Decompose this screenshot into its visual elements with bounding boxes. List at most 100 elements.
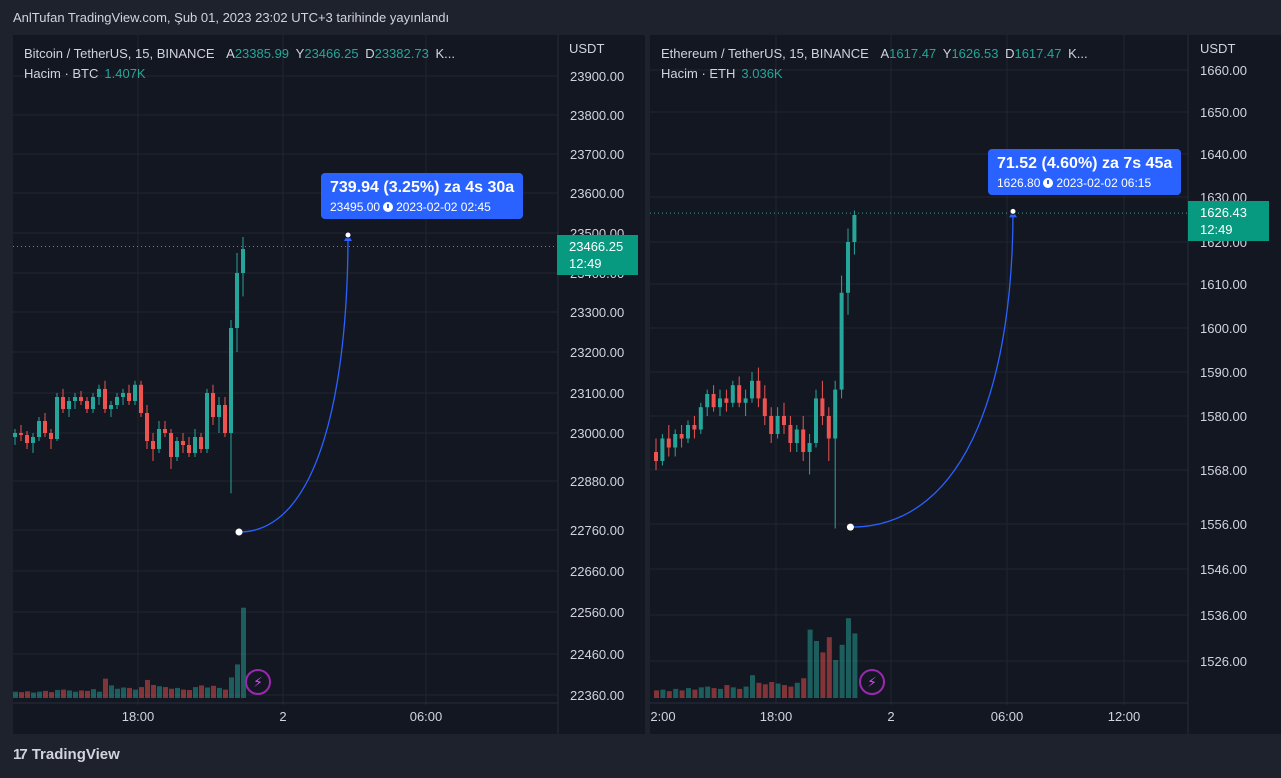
ohlc-open-value: 23385.99 [234, 46, 290, 61]
volume-bar [133, 689, 138, 698]
projection-callout[interactable]: 71.52 (4.60%) za 7s 45a 1626.80 2023-02-0… [988, 149, 1182, 195]
projection-start-point [846, 523, 854, 531]
candle-body [205, 393, 209, 449]
x-tick-label: 2 [887, 709, 894, 724]
volume-bar [187, 690, 192, 698]
clock-icon [383, 202, 394, 212]
candle-body [193, 437, 197, 453]
x-tick-label: 18:00 [122, 709, 155, 724]
candle-body [199, 437, 203, 449]
eth-chart[interactable]: 1660.001650.001640.001630.001620.001610.… [650, 35, 1281, 734]
candle-body [127, 393, 131, 401]
candle-body [775, 416, 780, 434]
y-tick-label: 1590.00 [1200, 365, 1247, 380]
volume-bar [61, 689, 66, 698]
volume-bar [730, 687, 736, 698]
y-tick-label: 1526.00 [1200, 654, 1247, 669]
tradingview-logo[interactable]: 17 TradingView [13, 746, 120, 763]
candle-body [769, 416, 774, 434]
projection-price: 1626.80 [997, 176, 1041, 190]
volume-bar [31, 692, 36, 698]
volume-bar [839, 644, 845, 698]
volume-bar [145, 679, 150, 698]
candle-body [782, 416, 786, 425]
candle-body [19, 433, 23, 435]
volume-bar [241, 607, 246, 698]
lightning-icon[interactable]: ⚡ [245, 669, 271, 695]
candle-body [235, 273, 239, 328]
volume-bar [762, 684, 768, 698]
volume-bar [163, 687, 168, 698]
candle-body [223, 405, 227, 433]
ohlc-high-value: 1626.53 [951, 46, 999, 61]
lightning-icon[interactable]: ⚡ [859, 669, 885, 695]
volume-bar [654, 690, 659, 698]
candle-body [756, 380, 761, 399]
symbol-title[interactable]: Ethereum / TetherUS, 15, BINANCE [661, 46, 869, 61]
candle-body [820, 398, 825, 416]
candle-body [109, 405, 113, 409]
volume-bar [750, 675, 755, 698]
candle-body [673, 434, 678, 448]
symbol-title[interactable]: Bitcoin / TetherUS, 15, BINANCE [24, 46, 215, 61]
last-price-tag: 1626.43 12:49 [1188, 201, 1269, 242]
y-tick-label: 23800.00 [570, 108, 624, 123]
candle-body [692, 425, 697, 430]
candle-body [826, 416, 831, 439]
candle-body [794, 429, 799, 443]
candle-body [37, 421, 41, 437]
volume-bar [49, 692, 54, 698]
candle-body [750, 380, 754, 399]
volume-bar [175, 687, 180, 698]
projection-callout[interactable]: 739.94 (3.25%) za 4s 30a 23495.00 2023-02… [321, 173, 524, 219]
candle-body [121, 393, 125, 397]
chart-panel-eth[interactable]: 1660.00 1650.00 1640.00 1630.00 1620.00 1610.… [650, 35, 1281, 734]
projection-start-point [235, 528, 243, 536]
y-tick-label: 23700.00 [570, 147, 624, 162]
ohlc-close-label: K... [1068, 46, 1088, 61]
volume-bar [756, 682, 762, 698]
y-tick-label: 22880.00 [570, 474, 624, 489]
candle-body [211, 393, 215, 417]
volume-bar [679, 690, 685, 698]
volume-bar [193, 687, 198, 698]
x-tick-label: 2 [279, 709, 286, 724]
projection-curve [850, 211, 1014, 528]
y-tick-label: 23000.00 [570, 426, 624, 441]
candle-body [705, 394, 710, 408]
volume-bar [788, 686, 794, 698]
y-tick-label: 1556.00 [1200, 517, 1247, 532]
currency-label: USDT [1200, 41, 1236, 56]
candle-body [788, 425, 793, 443]
candle-body [67, 401, 71, 409]
x-tick-label: 06:00 [410, 709, 443, 724]
y-tick-label: 23100.00 [570, 386, 624, 401]
volume-bar [724, 685, 730, 698]
ohlc-open-label: A [226, 46, 235, 61]
volume-bar [801, 678, 807, 698]
projection-price: 23495.00 [330, 200, 381, 214]
projection-change: 71.52 (4.60%) za 7s 45a [997, 155, 1173, 172]
y-tick-label: 1568.00 [1200, 463, 1247, 478]
candle-body [139, 384, 143, 413]
volume-bar [19, 692, 24, 698]
candle-body [115, 397, 119, 405]
volume-label: Hacim · BTC [24, 66, 99, 81]
candle-body [133, 384, 137, 401]
btc-chart[interactable]: 23900.0023800.0023700.0023600.0023500.00… [13, 35, 645, 734]
y-tick-label: 23900.00 [570, 69, 624, 84]
volume-bar [67, 690, 72, 698]
x-tick-label: 2:00 [650, 709, 675, 724]
candle-body [660, 438, 665, 461]
x-tick-label: 18:00 [760, 709, 793, 724]
volume-bar [826, 637, 832, 698]
volume-bar [833, 660, 839, 698]
volume-bar [686, 688, 691, 698]
chart-panel-btc[interactable]: 23900.00 23800.00 23700.00 23600.00 23500.00… [13, 35, 645, 734]
volume-bar [852, 633, 858, 698]
candle-body [187, 445, 191, 453]
y-tick-label: 22660.00 [570, 564, 624, 579]
candle-body [686, 425, 690, 439]
x-tick-label: 12:00 [1108, 709, 1141, 724]
volume-label: Hacim · ETH [661, 66, 736, 81]
